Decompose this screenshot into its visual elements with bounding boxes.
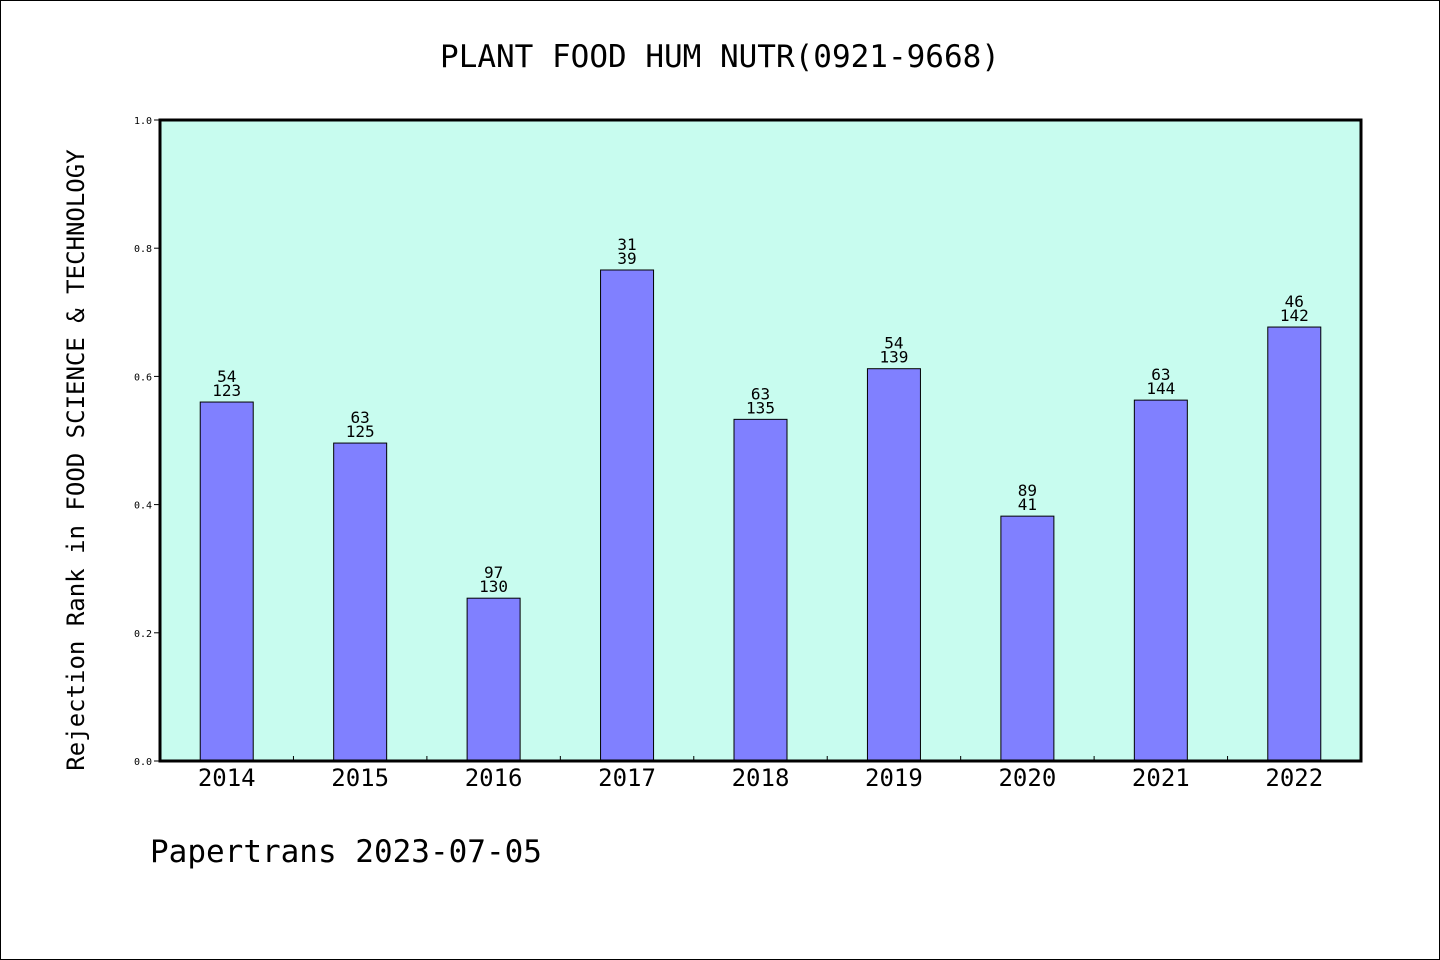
bar-label-bottom: 142 <box>1280 306 1309 325</box>
bar-2014 <box>199 401 254 762</box>
bar-2022 <box>1267 326 1322 762</box>
x-tick-label: 2020 <box>998 764 1056 792</box>
bar-2021 <box>1133 399 1188 762</box>
footer-source-date: Papertrans 2023-07-05 <box>150 834 542 870</box>
bar-label-bottom: 41 <box>1018 495 1037 514</box>
x-tick-label: 2019 <box>865 764 923 792</box>
bar-label-bottom: 123 <box>212 381 241 400</box>
x-tick-label: 2016 <box>465 764 523 792</box>
bar-label-top: 31 <box>617 235 636 254</box>
y-tick-label: 0.2 <box>134 629 152 640</box>
chart-title: PLANT FOOD HUM NUTR(0921-9668) <box>440 39 1000 75</box>
bar-2019 <box>866 368 921 762</box>
y-tick-label: 0.4 <box>134 501 152 512</box>
bar-label-bottom: 139 <box>879 348 908 367</box>
y-tick-label: 1.0 <box>134 116 152 127</box>
bar-label-top: 54 <box>217 367 236 386</box>
bar-label-bottom: 144 <box>1146 379 1175 398</box>
bar-label-top: 97 <box>484 563 503 582</box>
bar-label-bottom: 135 <box>746 398 775 417</box>
x-tick-label: 2021 <box>1132 764 1190 792</box>
bar-label-top: 46 <box>1285 292 1304 311</box>
y-tick-label: 0.0 <box>134 757 152 768</box>
bar-2018 <box>733 418 788 762</box>
bar-label-bottom: 130 <box>479 577 508 596</box>
bar-label-top: 54 <box>884 334 903 353</box>
y-axis-label: Rejection Rank in FOOD SCIENCE & TECHNOL… <box>62 149 90 771</box>
x-tick-label: 2017 <box>598 764 656 792</box>
y-tick-label: 0.8 <box>134 244 152 255</box>
x-tick-label: 2022 <box>1265 764 1323 792</box>
plot-border <box>158 118 1363 763</box>
bar-2017 <box>600 269 655 762</box>
bar-label-bottom: 125 <box>346 422 375 441</box>
bar-label-bottom: 39 <box>617 249 636 268</box>
bar-2015 <box>333 442 388 762</box>
bar-2016 <box>466 597 521 762</box>
x-tick-label: 2018 <box>732 764 790 792</box>
x-tick-label: 2014 <box>198 764 256 792</box>
data-labels-layer: 5412320146312520159713020163139201763135… <box>198 235 1323 792</box>
bar-label-top: 63 <box>351 408 370 427</box>
bar-2020 <box>1000 515 1055 762</box>
x-tick-label: 2015 <box>331 764 389 792</box>
bar-label-top: 63 <box>751 384 770 403</box>
bar-label-top: 89 <box>1018 481 1037 500</box>
bar-label-top: 63 <box>1151 365 1170 384</box>
y-tick-label: 0.6 <box>134 372 152 383</box>
bars-layer <box>199 269 1322 762</box>
